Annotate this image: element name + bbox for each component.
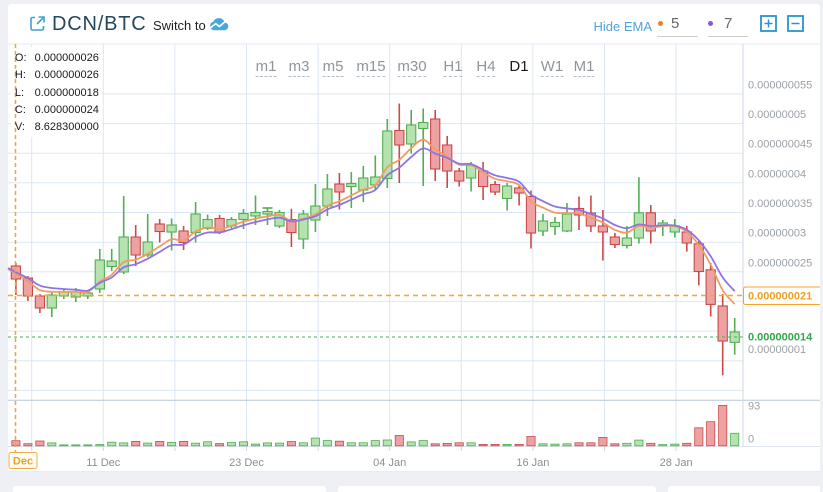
svg-text:04 Jan: 04 Jan [373, 457, 406, 469]
svg-text:0.000000055: 0.000000055 [748, 79, 812, 91]
svg-text:0.00000005: 0.00000005 [748, 109, 806, 121]
svg-text:0.000000045: 0.000000045 [748, 139, 812, 151]
svg-text:93: 93 [748, 401, 760, 413]
svg-text:0.000000025: 0.000000025 [748, 257, 812, 269]
svg-text:28 Jan: 28 Jan [660, 457, 693, 469]
svg-text:Dec: Dec [13, 455, 33, 467]
svg-text:0.00000001: 0.00000001 [748, 344, 806, 356]
svg-text:0.000000014: 0.000000014 [748, 332, 813, 344]
svg-text:11 Dec: 11 Dec [86, 457, 121, 469]
svg-text:0.00000003: 0.00000003 [748, 228, 806, 240]
svg-text:23 Dec: 23 Dec [229, 457, 264, 469]
svg-text:16 Jan: 16 Jan [516, 457, 549, 469]
svg-text:0.000000035: 0.000000035 [748, 198, 812, 210]
svg-text:0.000000021: 0.000000021 [748, 290, 812, 302]
svg-text:0: 0 [748, 434, 754, 446]
svg-text:0.00000004: 0.00000004 [748, 168, 806, 180]
